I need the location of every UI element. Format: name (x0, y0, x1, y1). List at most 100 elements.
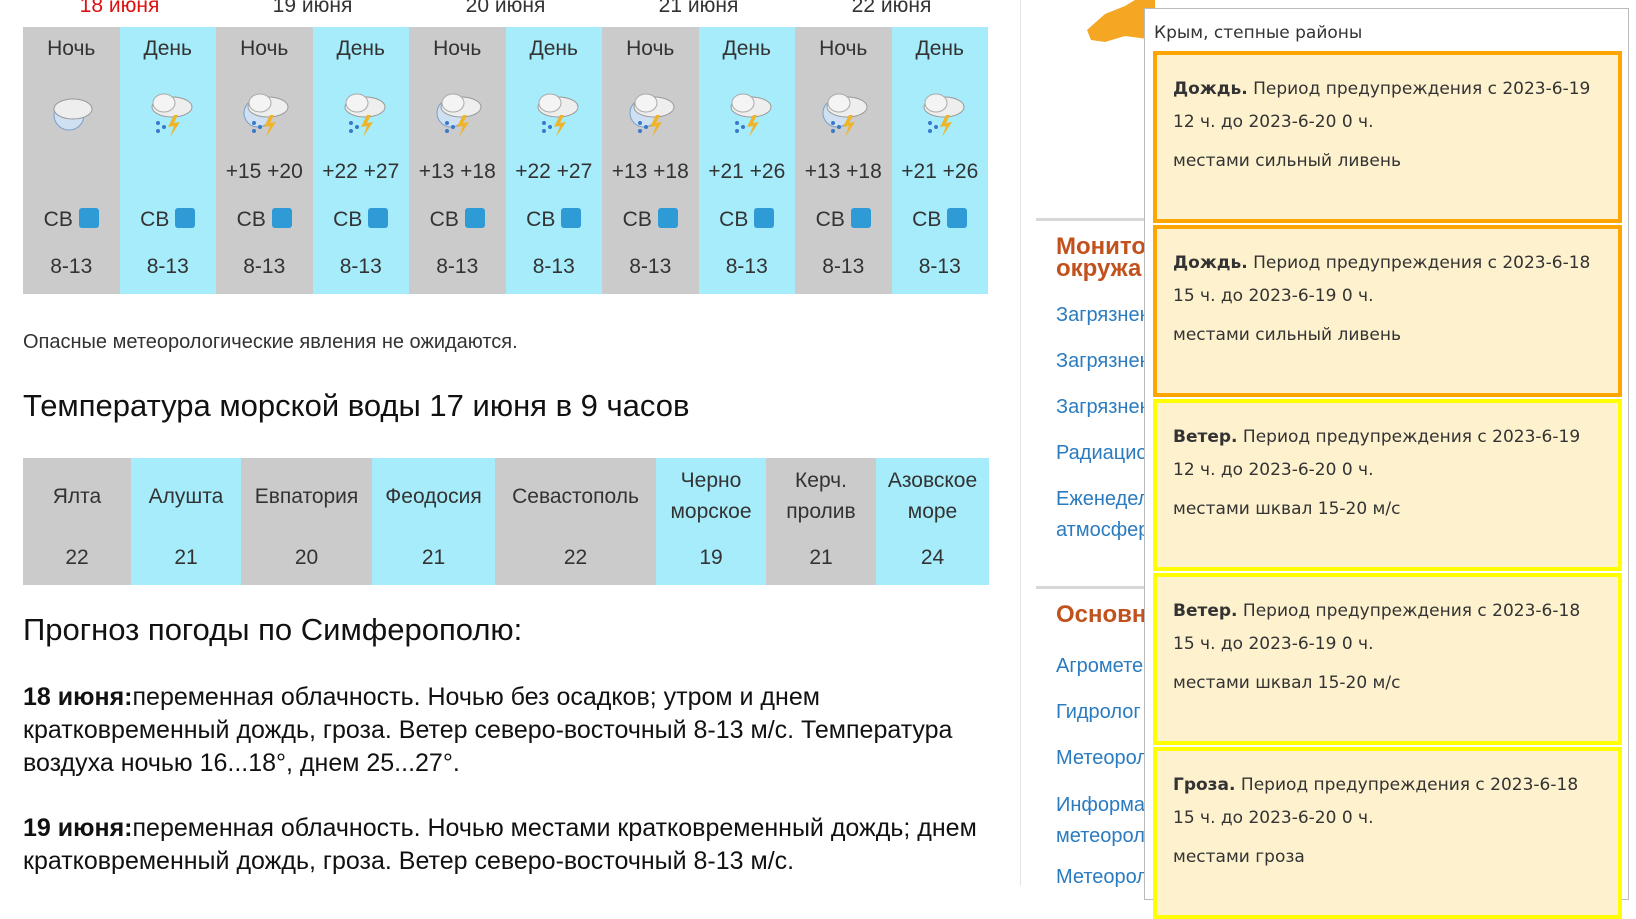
wind-speed: 8-13 (243, 255, 286, 278)
wind-arrow (754, 208, 775, 228)
sidebar-link[interactable]: Еженедел атмосфер (1056, 488, 1150, 541)
wind-arrow (78, 208, 99, 228)
warning-detail: местами сильный ливень (1173, 151, 1402, 171)
station-value: 22 (563, 546, 588, 569)
wind-direction: СВ (526, 208, 556, 231)
wind: СВ (602, 208, 699, 232)
sidebar-link[interactable]: Загрязнен (1056, 350, 1151, 372)
section-title: Прогноз погоды по Симферополю: (23, 612, 523, 647)
forecast-column: День СВ 8-13 (119, 27, 217, 294)
station-name: Евпатория (254, 484, 359, 508)
wind: СВ (699, 208, 796, 232)
station-value: 24 (920, 546, 945, 569)
wind: СВ (892, 208, 989, 232)
sea-cell: Севастополь 22 (495, 458, 656, 585)
period: Ночь (626, 37, 675, 60)
sidebar-link[interactable]: Радиацио (1056, 442, 1148, 464)
warning: Ветер. Период предупреждения с 2023-6-18… (1153, 573, 1622, 745)
warning-detail: местами шквал 15-20 м/с (1173, 499, 1401, 519)
warning-text: Гроза. Период предупреждения с 2023-6-18… (1173, 769, 1593, 835)
popup-title: Крым, степные районы (1154, 23, 1363, 43)
forecast-column: Ночь +15 +20 СВ 8-13 (216, 27, 313, 294)
sidebar-link[interactable]: Загрязнен (1056, 304, 1151, 326)
forecast-column: День +21 +26 СВ 8-13 (698, 27, 796, 294)
weather-icon (344, 93, 385, 137)
weather-icon (537, 93, 578, 137)
wind-direction: СВ (43, 208, 73, 231)
weather-icon (629, 93, 675, 137)
sea-cell: Черно морское 19 (656, 458, 766, 585)
section-title: Температура морской воды 17 июня в 9 час… (23, 388, 690, 423)
wind: СВ (216, 208, 313, 232)
warning: Ветер. Период предупреждения с 2023-6-19… (1153, 399, 1622, 571)
wind-arrow (850, 208, 871, 228)
weather-icon (822, 93, 868, 137)
wind-direction: СВ (429, 208, 459, 231)
wind-direction: СВ (236, 208, 266, 231)
period: Ночь (240, 37, 289, 60)
period: День (915, 37, 964, 60)
sidebar-link[interactable]: Информа метеорол (1056, 794, 1145, 847)
page: { "forecast": { "dates": ["18 июня", "19… (23, 0, 1629, 919)
day-text: переменная облачность. Ночью без осадков… (23, 683, 953, 777)
wind-speed: 8-13 (822, 255, 865, 278)
sidebar-link[interactable]: Метеорол (1056, 747, 1149, 769)
warning-text: Ветер. Период предупреждения с 2023-6-19… (1173, 421, 1593, 487)
weather-icon (436, 93, 482, 137)
heading-line: окружа (1056, 255, 1142, 282)
wind-speed: 8-13 (339, 255, 382, 278)
sidebar-link[interactable]: Загрязнен (1056, 396, 1151, 418)
wind-arrow (947, 208, 968, 228)
sea-cell: Алушта 21 (131, 458, 241, 585)
period: Ночь (819, 37, 868, 60)
forecast-column: Ночь +13 +18 СВ 8-13 (602, 27, 699, 294)
temperature: +22 +27 (322, 160, 400, 183)
sidebar-link[interactable]: Гидролог (1056, 701, 1141, 723)
forecast-column: Ночь СВ 8-13 (23, 27, 120, 294)
weather-icon (151, 93, 192, 137)
temperature: +13 +18 (804, 160, 882, 183)
wind: СВ (313, 208, 410, 232)
weather-icon (243, 93, 289, 137)
weather-icon (923, 93, 964, 137)
warning-detail: местами сильный ливень (1173, 325, 1402, 345)
day-forecast: 18 июня:переменная облачность. Ночью без… (23, 681, 983, 780)
temperature: +13 +18 (418, 160, 496, 183)
forecast-column: День +22 +27 СВ 8-13 (505, 27, 602, 294)
wind: СВ (120, 208, 217, 232)
note: Опасные метеорологические явления не ожи… (23, 331, 518, 353)
wind-direction: СВ (719, 208, 749, 231)
warning-type: Дождь. (1173, 79, 1248, 99)
wind-direction: СВ (622, 208, 652, 231)
warning-period: Период предупреждения с 2023-6-18 15 ч. … (1173, 253, 1591, 306)
wind-arrow (464, 208, 485, 228)
period: Ночь (433, 37, 482, 60)
warning-period: Период предупреждения с 2023-6-19 12 ч. … (1173, 427, 1581, 480)
wind-arrow (561, 208, 582, 228)
warning-period: Период предупреждения с 2023-6-18 15 ч. … (1173, 601, 1581, 654)
wind-direction: СВ (333, 208, 363, 231)
day-text: переменная облачность. Ночью местами кра… (23, 814, 977, 875)
sea-cell: Керч. пролив 21 (766, 458, 876, 585)
wind: СВ (23, 208, 120, 232)
day-date: 19 июня: (23, 814, 133, 842)
wind-speed: 8-13 (629, 255, 672, 278)
wind-speed: 8-13 (725, 255, 768, 278)
temperature: +15 +20 (225, 160, 303, 183)
wind-direction: СВ (815, 208, 845, 231)
warning-type: Дождь. (1173, 253, 1248, 273)
station-value: 21 (174, 546, 198, 569)
warning-detail: местами гроза (1173, 847, 1305, 867)
period: День (722, 37, 771, 60)
sidebar-link[interactable]: Агромете (1056, 655, 1144, 677)
wind-speed: 8-13 (532, 255, 575, 278)
day-date: 18 июня: (23, 683, 133, 711)
sea-cell: Азовское море 24 (876, 458, 989, 585)
wind-direction: СВ (912, 208, 942, 231)
sidebar-heading: Монито окружа (1056, 235, 1146, 282)
warning-text: Ветер. Период предупреждения с 2023-6-18… (1173, 595, 1593, 661)
sidebar-link[interactable]: Метеорол (1056, 866, 1149, 888)
warning-text: Дождь. Период предупреждения с 2023-6-19… (1173, 73, 1593, 139)
wind-direction: СВ (140, 208, 170, 231)
weather-icon (730, 93, 771, 137)
